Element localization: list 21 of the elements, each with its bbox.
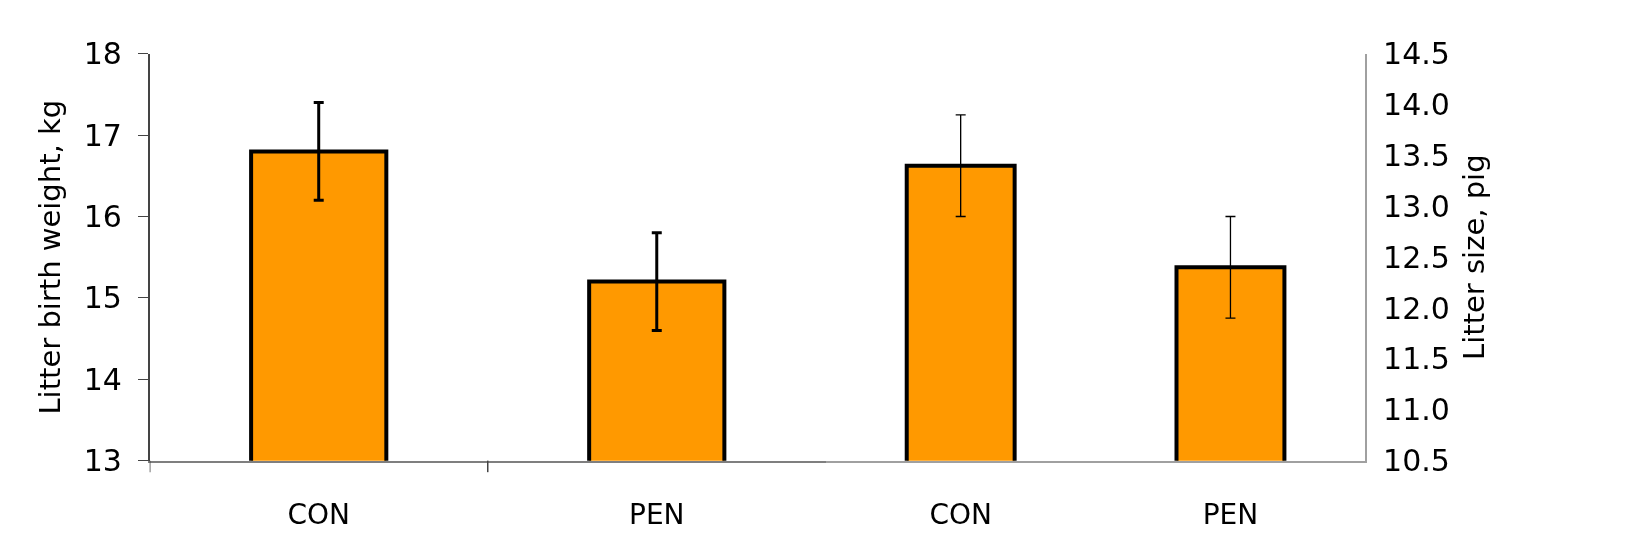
x-tick-label: PEN <box>1202 497 1259 531</box>
y2-tick-label: 14.0 <box>1383 87 1450 123</box>
y2-tick-label: 12.0 <box>1383 290 1450 326</box>
y2-tick-label: 11.0 <box>1383 392 1450 428</box>
y-tick-label: 13 <box>83 443 122 479</box>
y2-tick-label: 14.5 <box>1383 36 1450 72</box>
x-tick-label: CON <box>287 497 350 531</box>
y2-tick-label: 11.5 <box>1383 341 1450 377</box>
y-tick-label: 14 <box>83 361 122 397</box>
y2-tick-label: 12.5 <box>1383 239 1450 275</box>
y2-tick-label: 13.0 <box>1383 188 1450 224</box>
y-tick-label: 17 <box>83 117 122 153</box>
y-tick-label: 16 <box>83 199 122 234</box>
x-tick-label: CON <box>929 497 992 531</box>
y2-tick-label: 13.5 <box>1383 137 1450 173</box>
y2-axis-title: Litter size, pig <box>1457 154 1492 360</box>
y-tick-label: 18 <box>83 36 122 72</box>
y2-tick-label: 10.5 <box>1383 443 1450 479</box>
y-axis-title: Litter birth weight, kg <box>32 99 67 415</box>
x-tick-label: PEN <box>629 497 685 531</box>
y-tick-label: 15 <box>83 280 122 316</box>
